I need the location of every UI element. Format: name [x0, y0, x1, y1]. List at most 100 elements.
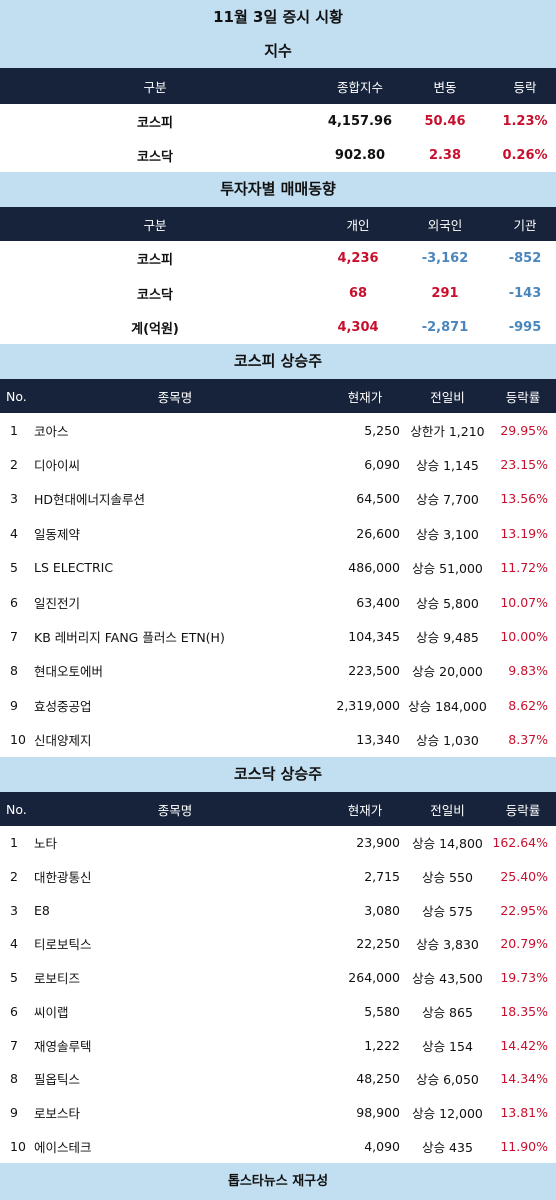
stock-no: 5: [10, 970, 18, 986]
col-foreign: 외국인: [427, 217, 463, 233]
stock-price: 1,222: [364, 1037, 400, 1053]
stock-name: LS ELECTRIC: [34, 560, 114, 576]
col-no: No.: [6, 801, 27, 817]
investor-name: 코스피: [137, 253, 173, 268]
stock-no: 3: [10, 491, 18, 507]
stock-no: 7: [10, 629, 18, 645]
stock-name: KB 레버리지 FANG 플러스 ETN(H): [34, 630, 225, 646]
stock-name: 디아이씨: [34, 458, 81, 474]
investor-name: 계(억원): [131, 321, 179, 337]
index-header-row: 구분 종합지수 변동 등락: [0, 68, 556, 104]
stock-no: 4: [10, 936, 18, 952]
stock-price: 6,090: [364, 457, 400, 473]
stock-no: 9: [10, 1104, 18, 1120]
col-stock-name: 종목명: [157, 389, 193, 405]
stock-prev-diff: 상승 43,500: [412, 971, 483, 987]
investor-institution: -143: [508, 285, 542, 301]
stock-name: 신대양제지: [34, 733, 92, 749]
stock-prev-diff: 상승 3,100: [416, 526, 479, 542]
stock-row: 2 대한광통신 2,715 상승 550 25.40%: [0, 860, 556, 894]
stock-no: 6: [10, 1003, 18, 1019]
stock-row: 8 현대오토에버 223,500 상승 20,000 9.83%: [0, 654, 556, 688]
col-rate: 등락: [513, 79, 537, 95]
col-composite: 종합지수: [336, 79, 383, 95]
stock-rate: 25.40%: [500, 869, 548, 885]
stock-prev-diff: 상승 550: [422, 870, 473, 886]
investor-institution: -995: [508, 319, 542, 335]
stock-row: 10 에이스테크 4,090 상승 435 11.90%: [0, 1129, 556, 1163]
stock-price: 48,250: [356, 1071, 400, 1087]
stock-price: 23,900: [356, 835, 400, 851]
stock-name: 대한광통신: [34, 870, 92, 886]
stock-prev-diff: 상승 6,050: [416, 1072, 479, 1088]
stock-price: 26,600: [356, 525, 400, 541]
stock-price: 264,000: [348, 970, 400, 986]
stock-name: 현대오토에버: [34, 664, 104, 680]
index-value: 902.80: [334, 147, 386, 163]
stock-no: 5: [10, 560, 18, 576]
stock-rate: 13.56%: [500, 491, 548, 507]
col-price: 현재가: [347, 802, 383, 818]
stock-row: 9 로보스타 98,900 상승 12,000 13.81%: [0, 1096, 556, 1130]
page-title: 11월 3일 증시 시황: [0, 0, 556, 34]
kospi-gainers-title: 코스피 상승주: [0, 344, 556, 379]
footer-source: 톱스타뉴스 재구성: [0, 1163, 556, 1200]
col-price: 현재가: [347, 389, 383, 405]
stock-prev-diff: 상승 7,700: [416, 492, 479, 508]
index-change: 50.46: [424, 113, 466, 129]
kosdaq-header-row: No. 종목명 현재가 전일비 등락률: [0, 792, 556, 826]
index-rate: 0.26%: [502, 147, 548, 163]
stock-prev-diff: 상승 3,830: [416, 937, 479, 953]
index-value: 4,157.96: [327, 113, 393, 129]
stock-name: 일동제약: [34, 526, 81, 542]
stock-row: 7 재영솔루텍 1,222 상승 154 14.42%: [0, 1028, 556, 1062]
investor-institution: -852: [508, 251, 542, 266]
stock-name: 로보스타: [34, 1105, 81, 1121]
stock-price: 3,080: [364, 902, 400, 918]
stock-row: 4 일동제약 26,600 상승 3,100 13.19%: [0, 516, 556, 550]
stock-rate: 13.19%: [500, 525, 548, 541]
index-row-kospi: 코스피 4,157.96 50.46 1.23%: [0, 104, 556, 138]
stock-rate: 29.95%: [500, 422, 548, 438]
stock-prev-diff: 상승 435: [422, 1139, 473, 1155]
stock-prev-diff: 상승 12,000: [412, 1105, 483, 1121]
stock-no: 4: [10, 525, 18, 541]
investor-row: 코스피 4,236 -3,162 -852: [0, 241, 556, 276]
stock-no: 6: [10, 594, 18, 610]
stock-no: 8: [10, 663, 18, 679]
kospi-header-row: No. 종목명 현재가 전일비 등락률: [0, 379, 556, 413]
investor-name: 코스닥: [137, 287, 173, 303]
stock-rate: 8.37%: [508, 732, 548, 748]
stock-rate: 162.64%: [492, 835, 548, 851]
stock-prev-diff: 상승 1,030: [416, 733, 479, 749]
stock-price: 63,400: [356, 594, 400, 610]
stock-rate: 10.00%: [500, 629, 548, 645]
col-individual: 개인: [346, 217, 370, 233]
stock-name: 효성중공업: [34, 698, 92, 714]
stock-row: 6 씨이랩 5,580 상승 865 18.35%: [0, 995, 556, 1029]
stock-prev-diff: 상승 154: [422, 1038, 473, 1054]
stock-row: 8 필옵틱스 48,250 상승 6,050 14.34%: [0, 1062, 556, 1096]
stock-row: 6 일진전기 63,400 상승 5,800 10.07%: [0, 585, 556, 619]
stock-name: E8: [34, 902, 50, 918]
stock-price: 13,340: [356, 732, 400, 748]
index-change: 2.38: [428, 147, 462, 163]
stock-prev-diff: 상승 184,000: [408, 698, 487, 714]
stock-price: 4,090: [364, 1138, 400, 1154]
stock-price: 5,250: [364, 422, 400, 438]
col-stock-name: 종목명: [157, 802, 193, 818]
stock-row: 9 효성중공업 2,319,000 상승 184,000 8.62%: [0, 688, 556, 722]
stock-prev-diff: 상승 20,000: [412, 664, 483, 680]
stock-name: 일진전기: [34, 595, 81, 611]
stock-name: 노타: [34, 836, 58, 852]
stock-name: 필옵틱스: [34, 1072, 81, 1088]
stock-no: 3: [10, 902, 18, 918]
stock-row: 1 노타 23,900 상승 14,800 162.64%: [0, 826, 556, 860]
stock-prev-diff: 상승 51,000: [412, 561, 483, 577]
investor-individual: 4,236: [337, 251, 379, 266]
stock-prev-diff: 상승 575: [422, 903, 473, 919]
stock-price: 2,319,000: [336, 697, 400, 713]
stock-no: 2: [10, 869, 18, 885]
stock-name: 재영솔루텍: [34, 1038, 92, 1054]
kosdaq-gainers-title: 코스닥 상승주: [0, 757, 556, 792]
